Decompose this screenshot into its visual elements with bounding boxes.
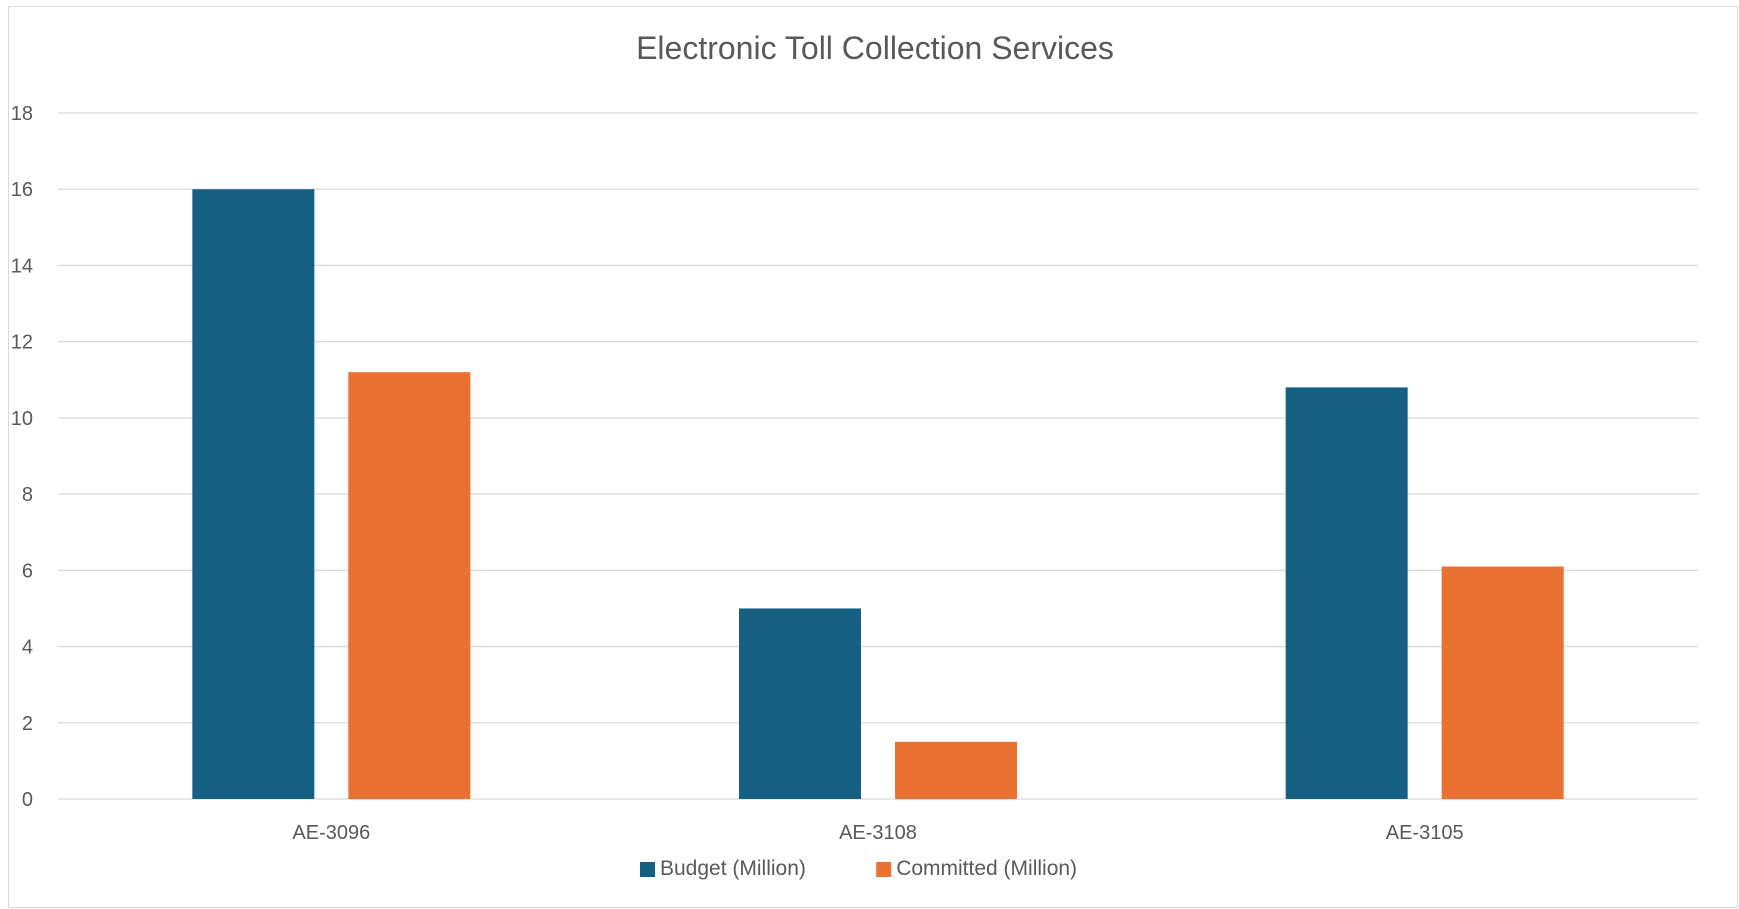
y-tick-label: 10 (11, 408, 33, 430)
x-tick-label: AE-3096 (292, 822, 370, 844)
y-axis-ticks: 0 2 4 6 8 10 12 14 16 18 (11, 103, 33, 811)
y-tick-label: 18 (11, 103, 33, 125)
y-tick-label: 2 (22, 713, 33, 735)
y-tick-label: 14 (11, 255, 33, 277)
y-tick-label: 12 (11, 332, 33, 354)
legend: Budget (Million) Committed (Million) (640, 857, 1077, 880)
bar-ae-3105-committed (1441, 566, 1564, 799)
y-tick-label: 16 (11, 179, 33, 201)
x-axis-ticks: AE-3096 AE-3108 AE-3105 (292, 822, 1463, 844)
x-tick-label: AE-3105 (1386, 822, 1464, 844)
legend-label: Budget (Million) (660, 857, 806, 880)
y-tick-label: 6 (22, 560, 33, 582)
bar-ae-3096-committed (348, 372, 471, 799)
gridlines (58, 112, 1698, 800)
legend-label: Committed (Million) (896, 857, 1077, 880)
y-tick-label: 0 (22, 789, 33, 811)
y-tick-label: 4 (22, 637, 33, 659)
bar-ae-3096-budget (192, 189, 315, 799)
bar-ae-3108-budget (739, 608, 861, 799)
chart-area: Electronic Toll Collection Services 0 2 4 6… (8, 6, 1738, 908)
chart-title: Electronic Toll Collection Services (636, 30, 1114, 66)
bar-ae-3105-budget (1285, 387, 1408, 799)
x-tick-label: AE-3108 (839, 822, 917, 844)
bar-chart: Electronic Toll Collection Services 0 2 4 6… (11, 30, 1698, 880)
y-tick-label: 8 (22, 484, 33, 506)
legend-swatch (640, 862, 655, 877)
bar-ae-3108-committed (895, 741, 1017, 799)
legend-swatch (876, 862, 892, 877)
bars (192, 189, 1564, 799)
